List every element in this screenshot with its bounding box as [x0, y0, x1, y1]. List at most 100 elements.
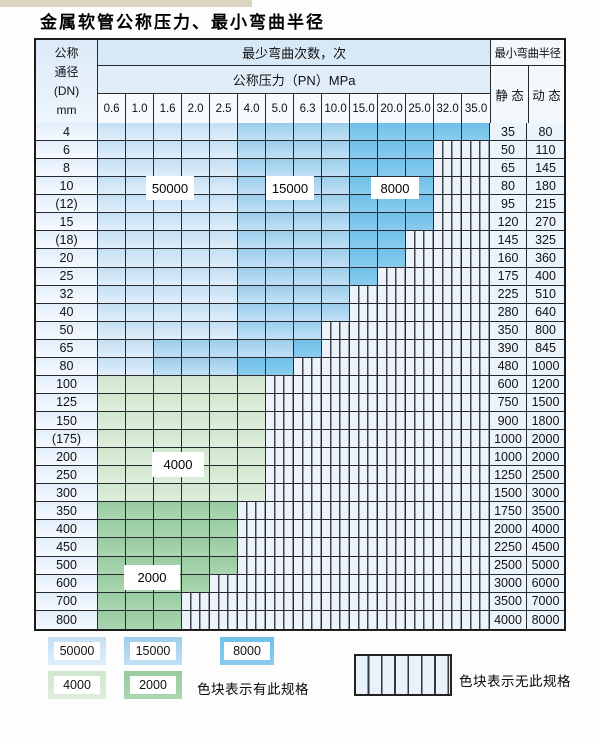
no-spec-cell [462, 195, 490, 214]
spec-cell-8000 [350, 159, 378, 178]
dynamic-radius-cell: 400 [527, 267, 564, 286]
no-spec-cell [322, 430, 350, 449]
no-spec-cell [406, 448, 434, 467]
spec-cell-50000 [98, 159, 126, 178]
spec-cell-15000 [294, 159, 322, 178]
spec-cell-15000 [266, 303, 294, 322]
spec-cell-50000 [126, 159, 154, 178]
no-spec-cell [378, 412, 406, 431]
spec-cell-15000 [294, 267, 322, 286]
pressure-header-cell: 32.0 [434, 94, 463, 123]
static-radius-cell: 80 [490, 177, 527, 196]
no-spec-cell [406, 466, 434, 485]
spec-cell-2000 [154, 502, 182, 521]
static-radius-cell: 4000 [490, 610, 527, 629]
spec-cell-15000 [294, 249, 322, 268]
spec-cell-15000 [182, 357, 210, 376]
static-radius-cell: 225 [490, 285, 527, 304]
pressure-header-cell: 35.0 [464, 102, 488, 115]
no-spec-cell [434, 610, 462, 629]
dynamic-radius-cell: 1500 [527, 393, 564, 412]
no-spec-cell [434, 249, 462, 268]
no-spec-cell [266, 393, 294, 412]
spec-cell-15000 [154, 339, 182, 358]
no-spec-cell [434, 195, 462, 214]
spec-cell-4000 [238, 430, 266, 449]
no-spec-cell [238, 538, 266, 557]
dynamic-radius-cell: 3000 [527, 484, 564, 503]
no-spec-cell [406, 592, 434, 611]
no-spec-cell [350, 502, 378, 521]
spec-cell-50000 [182, 159, 210, 178]
no-spec-cell [462, 267, 490, 286]
spec-cell-8000 [350, 141, 378, 160]
spec-cell-50000 [154, 267, 182, 286]
spec-cell-15000 [322, 123, 350, 142]
no-spec-cell [434, 393, 462, 412]
no-spec-cell [462, 484, 490, 503]
no-spec-cell [322, 448, 350, 467]
spec-cell-50000 [98, 321, 126, 340]
static-radius-cell: 160 [490, 249, 527, 268]
no-spec-cell [462, 303, 490, 322]
pressure-header-cell: 6.3 [294, 94, 323, 123]
no-spec-cell [266, 484, 294, 503]
spec-cell-2000 [126, 592, 154, 611]
legend-swatch-8000: 8000 [220, 637, 274, 665]
no-spec-cell [462, 412, 490, 431]
spec-cell-15000 [266, 213, 294, 232]
no-spec-cell [378, 393, 406, 412]
spec-cell-15000 [322, 177, 350, 196]
dynamic-radius-cell: 5000 [527, 556, 564, 575]
dn-cell: 32 [36, 285, 98, 304]
spec-cell-50000 [182, 123, 210, 142]
no-spec-cell [322, 466, 350, 485]
dn-cell: 20 [36, 249, 98, 268]
spec-cell-50000 [98, 213, 126, 232]
static-radius-cell: 350 [490, 321, 527, 340]
spec-cell-15000 [294, 231, 322, 250]
spec-cell-2000 [182, 538, 210, 557]
static-radius-cell: 1000 [490, 448, 527, 467]
spec-cell-2000 [126, 502, 154, 521]
spec-cell-15000 [210, 357, 238, 376]
static-radius-cell: 65 [490, 159, 527, 178]
spec-cell-15000 [238, 249, 266, 268]
pressure-header-cell: 15.0 [350, 94, 379, 123]
dn-header: 公称 通径 (DN) mm [36, 40, 99, 123]
spec-cell-4000 [210, 375, 238, 394]
static-radius-cell: 3000 [490, 574, 527, 593]
no-spec-cell [434, 213, 462, 232]
zone-label-15000: 15000 [266, 176, 314, 200]
spec-cell-4000 [98, 375, 126, 394]
spec-cell-8000 [350, 267, 378, 286]
nominal-pressure-header: 公称压力（PN）MPa [98, 66, 491, 94]
spec-cell-15000 [238, 195, 266, 214]
spec-cell-15000 [238, 267, 266, 286]
dynamic-radius-cell: 6000 [527, 574, 564, 593]
bend-cycles-header-group: 最少弯曲次数，次 公称压力（PN）MPa 0.6 1.0 1.6 2.0 2.5 4.0 5… [98, 40, 492, 123]
dn-cell: 10 [36, 177, 98, 196]
spec-cell-4000 [238, 484, 266, 503]
spec-cell-50000 [98, 123, 126, 142]
spec-cell-50000 [98, 249, 126, 268]
spec-cell-15000 [322, 195, 350, 214]
spec-cell-2000 [210, 538, 238, 557]
no-spec-cell [434, 538, 462, 557]
dn-cell: 200 [36, 448, 98, 467]
no-spec-cell [434, 556, 462, 575]
pressure-header-cell: 2.5 [210, 94, 239, 123]
spec-cell-50000 [210, 123, 238, 142]
spec-cell-50000 [126, 285, 154, 304]
static-header: 静 态 [491, 66, 530, 123]
spec-cell-50000 [182, 141, 210, 160]
spec-cell-15000 [294, 321, 322, 340]
spec-cell-4000 [238, 448, 266, 467]
pressure-header-cell: 1.0 [126, 94, 155, 123]
dn-cell: 40 [36, 303, 98, 322]
dn-cell: 25 [36, 267, 98, 286]
spec-cell-50000 [126, 339, 154, 358]
no-spec-cell [266, 592, 294, 611]
no-spec-cell [210, 610, 238, 629]
pressure-header-cell: 10.0 [322, 94, 351, 123]
